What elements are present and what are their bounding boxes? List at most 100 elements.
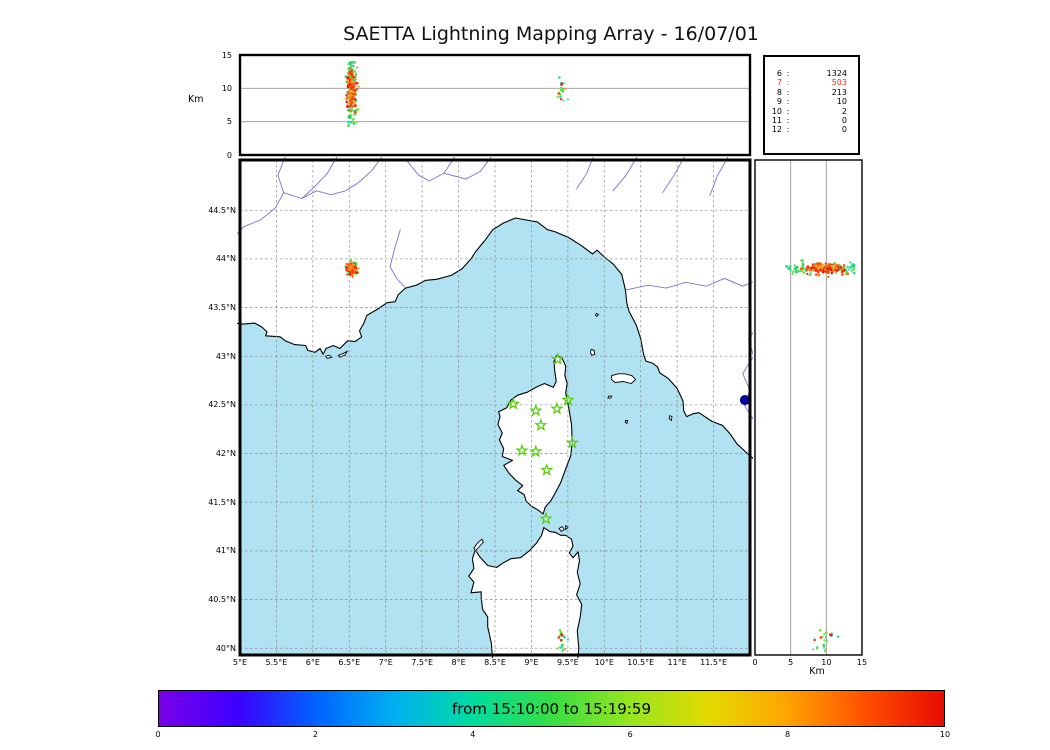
lon-tick-label: 8°E: [451, 658, 466, 667]
station-count-label: 6: [776, 69, 782, 78]
alt-axis-tick-label: 15: [221, 50, 232, 60]
lon-tick-label: 5.5°E: [265, 658, 288, 667]
station-count-row: 6: 1324: [765, 69, 858, 78]
river: [237, 157, 286, 235]
station-star-icon: [550, 352, 565, 365]
station-count-label: 11: [771, 115, 782, 125]
colorbar-tick-label: 2: [312, 730, 318, 739]
river: [612, 157, 638, 192]
panel-border: [238, 53, 752, 157]
station-count-row: 12: 0: [765, 125, 858, 134]
alt-axis-tick-label: 5: [226, 117, 232, 127]
island-coastline: [565, 524, 569, 531]
lightning-points-group: [344, 60, 570, 127]
colorbar-tick-label: 6: [627, 730, 633, 739]
station-count-label: 8: [776, 87, 782, 97]
panel-border: [754, 159, 863, 656]
station-count-label: 10: [771, 106, 782, 116]
colorbar-tick-label: 4: [470, 730, 476, 739]
island-coastline: [589, 348, 596, 356]
station-count-panel: 6:1324 7:503 8:213 9:10 10:2 11:0 12:0: [763, 55, 860, 155]
island-coastline: [558, 525, 565, 533]
station-count-row: 7: 503: [765, 78, 858, 87]
page-title: SAETTA Lightning Mapping Array - 16/07/0…: [343, 23, 759, 45]
right-alt-tick-label: 5: [788, 658, 794, 667]
station-star-icon: [534, 418, 548, 432]
station-star-icon: [561, 392, 575, 406]
right-alt-axis-unit-label: Km: [809, 666, 825, 677]
river: [283, 157, 338, 200]
station-count-value: 0: [841, 125, 847, 135]
edge-station-dot: [739, 395, 750, 406]
lat-tick-label: 44.5°N: [208, 205, 236, 215]
station-star-icon: [539, 511, 553, 525]
station-count-label: 9: [776, 97, 782, 107]
river: [709, 157, 729, 197]
lon-tick-label: 7.5°E: [411, 658, 434, 667]
station-count-label: 12: [771, 125, 782, 135]
map-panel: [237, 157, 753, 658]
sardinia-coastline: [468, 527, 583, 658]
station-count-value: 10: [836, 97, 847, 107]
lat-panel-bg: [755, 160, 862, 655]
island-coastline: [337, 350, 349, 358]
lat-tick-label: 41.5°N: [208, 497, 236, 507]
station-count-label: 7: [776, 78, 782, 88]
stations-group: [506, 352, 580, 525]
station-count-row: 8: 213: [765, 88, 858, 97]
alt-axis-tick-label: 10: [221, 83, 232, 93]
colorbar-tick-label: 10: [939, 730, 951, 739]
lon-tick-label: 11°E: [667, 658, 687, 667]
alt-vs-lon-panel: [238, 53, 752, 157]
river: [407, 157, 456, 182]
lon-tick-label: 9.5°E: [556, 658, 579, 667]
lat-tick-label: 43°N: [215, 351, 236, 361]
panel-border: [238, 158, 752, 657]
lon-tick-label: 9°E: [524, 658, 539, 667]
station-star-icon: [515, 443, 529, 457]
river: [662, 157, 685, 194]
colorbar: from 15:10:00 to 15:19:59: [158, 690, 945, 727]
station-count-value: 213: [831, 87, 847, 97]
station-star-icon: [565, 435, 580, 449]
station-count-label: :: [786, 78, 790, 88]
lon-tick-label: 7°E: [378, 658, 393, 667]
right-alt-tick-label: 0: [752, 658, 758, 667]
station-count-label: :: [786, 69, 790, 78]
island-coastline: [668, 414, 673, 422]
lon-tick-label: 10.5°E: [627, 658, 655, 667]
lon-tick-label: 10°E: [594, 658, 614, 667]
station-count-label: :: [786, 97, 790, 107]
station-count-row: 9: 10: [765, 97, 858, 106]
station-star-icon: [529, 444, 543, 458]
lat-tick-label: 42°N: [215, 449, 236, 459]
island-coastline: [611, 373, 637, 384]
lon-tick-label: 6.5°E: [338, 658, 361, 667]
lat-tick-label: 43.5°N: [208, 303, 236, 313]
lon-tick-label: 11.5°E: [700, 658, 727, 667]
lat-tick-label: 40°N: [215, 643, 236, 653]
lon-tick-label: 5°E: [232, 658, 248, 667]
lightning-points-group: [785, 259, 856, 653]
river: [443, 157, 492, 180]
alt-axis-tick-label: 0: [226, 150, 232, 160]
alt-panel-bg: [240, 55, 750, 155]
river: [625, 277, 753, 291]
river: [301, 157, 383, 199]
lat-tick-label: 41°N: [215, 546, 236, 556]
station-count-label: :: [786, 115, 790, 125]
lat-tick-label: 42.5°N: [208, 400, 236, 410]
lightning-points-group: [344, 259, 570, 653]
lon-tick-label: 6°E: [305, 658, 320, 667]
station-count-row: 10: 2: [765, 107, 858, 116]
station-star-icon: [506, 396, 520, 410]
right-alt-tick-label: 15: [856, 658, 868, 667]
colorbar-label: from 15:10:00 to 15:19:59: [451, 699, 651, 718]
lat-tick-label: 44°N: [215, 254, 236, 264]
alt-axis-unit-label: Km: [188, 94, 204, 105]
station-count-value: 1324: [826, 69, 847, 78]
station-star-icon: [529, 403, 543, 417]
map-gridlines: [240, 160, 750, 655]
lon-tick-label: 8.5°E: [484, 658, 506, 667]
